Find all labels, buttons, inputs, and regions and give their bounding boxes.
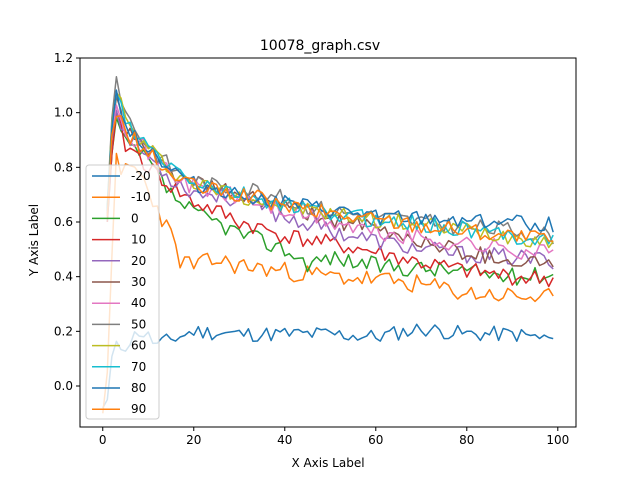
- legend-label: 40: [131, 296, 146, 310]
- series-line-6: [106, 104, 554, 260]
- x-tick-label: 0: [99, 433, 107, 447]
- series-line-0: [102, 323, 554, 409]
- x-tick-label: 60: [368, 433, 383, 447]
- x-tick-label: 20: [186, 433, 201, 447]
- legend-label: -10: [131, 190, 151, 204]
- legend-label: 60: [131, 339, 146, 353]
- x-tick-label: 40: [277, 433, 292, 447]
- legend-box: [85, 164, 160, 420]
- series-line-3: [106, 111, 554, 288]
- x-tick-label: 100: [546, 433, 569, 447]
- series-line-11: [106, 115, 554, 242]
- legend-label: 90: [131, 402, 146, 416]
- y-tick-label: 1.0: [54, 106, 73, 120]
- series-line-4: [106, 109, 554, 270]
- legend-label: 20: [131, 254, 146, 268]
- y-axis-label: Y Axis Label: [27, 204, 41, 277]
- x-tick-label: 80: [459, 433, 474, 447]
- legend-label: 80: [131, 381, 146, 395]
- series-line-9: [106, 93, 554, 246]
- series-lines: [102, 76, 554, 414]
- x-axis-label: X Axis Label: [291, 456, 364, 470]
- y-tick-label: 0.8: [54, 160, 73, 174]
- legend-label: 50: [131, 317, 146, 331]
- legend-label: 0: [131, 211, 139, 225]
- legend-label: 10: [131, 233, 146, 247]
- y-tick-label: 0.4: [54, 270, 73, 284]
- legend: -20 -10 0 10 20 30 40 50 60 70 80 90: [85, 164, 160, 420]
- legend-label: 70: [131, 360, 146, 374]
- series-line-10: [106, 89, 554, 233]
- y-tick-label: 0.2: [54, 324, 73, 338]
- chart-title: 10078_graph.csv: [260, 38, 380, 54]
- legend-label: 30: [131, 275, 146, 289]
- series-line-1: [102, 152, 554, 414]
- plot-frame: [79, 57, 577, 428]
- y-tick-label: 0.6: [54, 215, 73, 229]
- y-tick-label: 1.2: [54, 51, 73, 65]
- legend-label: -20: [131, 169, 151, 183]
- y-tick-label: 0.0: [54, 379, 73, 393]
